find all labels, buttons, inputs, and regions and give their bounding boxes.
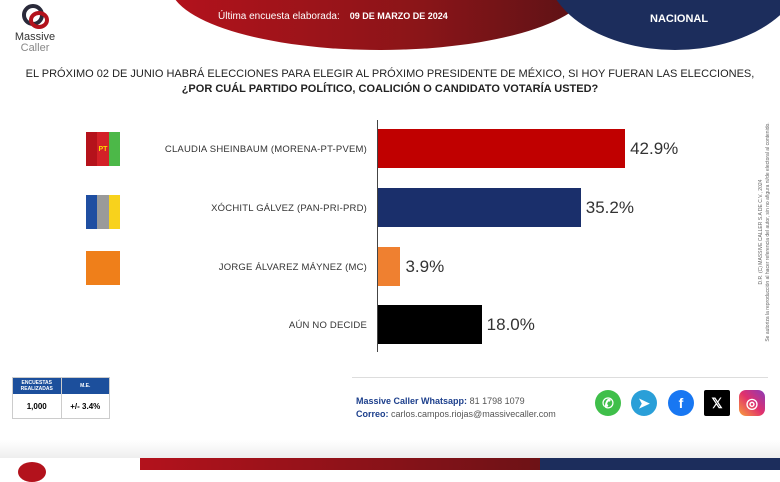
candidate-label: AÚN NO DECIDE: [288, 320, 367, 331]
facebook-icon[interactable]: f: [668, 390, 694, 416]
bar-value-label: 3.9%: [405, 257, 445, 276]
massive-caller-logo: Massive Caller: [10, 4, 60, 54]
last-survey: Última encuesta elaborada: 09 DE MARZO DE…: [218, 11, 448, 22]
stats-header-surveys: ENCUESTAS REALIZADAS: [13, 378, 62, 394]
last-survey-date: 09 DE MARZO DE 2024: [349, 11, 448, 21]
stats-header-me: M.E.: [80, 383, 91, 389]
bar-value-label: 42.9%: [630, 139, 679, 158]
bar: [378, 188, 581, 227]
telegram-icon[interactable]: ➤: [631, 390, 657, 416]
bar: [378, 305, 482, 344]
bar: [378, 129, 626, 168]
header-red-band: [170, 0, 590, 50]
brand-line2: Caller: [20, 42, 50, 54]
footer-shade: [0, 440, 780, 458]
footer-logo: [18, 462, 46, 482]
whatsapp-icon[interactable]: ✆: [595, 390, 621, 416]
survey-stats-table: ENCUESTAS REALIZADAS M.E. 1,000 +/- 3.4%: [12, 377, 110, 419]
whatsapp-number[interactable]: 81 1798 1079: [469, 396, 525, 406]
copyright-note: D.R. (C) MASSIVE CALLER S.A DE C.V., 202…: [745, 85, 775, 365]
candidate-label: CLAUDIA SHEINBAUM (MORENA-PT-PVEM): [164, 144, 367, 155]
whatsapp-label: Massive Caller Whatsapp:: [356, 396, 468, 406]
scope-label: NACIONAL: [650, 13, 709, 25]
stats-surveys-value: 1,000: [13, 394, 62, 418]
mc-logo: [86, 251, 120, 285]
pan-pri-prd-logo: [86, 195, 120, 229]
footer-red-band: [140, 458, 560, 470]
morena-pt-pvem-logo: PT: [86, 132, 120, 166]
contact-info: Massive Caller Whatsapp: 81 1798 1079 Co…: [356, 395, 556, 421]
divider: [352, 377, 768, 378]
question-line1: EL PRÓXIMO 02 DE JUNIO HABRÁ ELECCIONES …: [25, 68, 755, 80]
copyright-line1: D.R. (C) MASSIVE CALLER S.A DE C.V., 202…: [758, 179, 764, 285]
copyright-line2: Se autoriza la reproducción al hacer ref…: [765, 122, 771, 342]
x-icon[interactable]: 𝕏: [704, 390, 730, 416]
candidate-label: XÓCHITL GÁLVEZ (PAN-PRI-PRD): [211, 203, 367, 214]
header-navy-circle: [545, 0, 780, 50]
bar-value-label: 18.0%: [486, 315, 535, 334]
chart-axis: [377, 120, 378, 352]
email-label: Correo:: [356, 409, 389, 419]
logo-icon: [20, 4, 50, 32]
instagram-icon[interactable]: ◎: [739, 390, 765, 416]
email-address[interactable]: carlos.campos.riojas@massivecaller.com: [391, 409, 556, 419]
question-line2: ¿POR CUÁL PARTIDO POLÍTICO, COALICIÓN O …: [181, 83, 599, 95]
footer-navy-band: [540, 458, 780, 470]
candidate-label: JORGE ÁLVAREZ MÁYNEZ (MC): [218, 262, 367, 273]
bar-value-label: 35.2%: [585, 198, 634, 217]
bar: [378, 247, 401, 286]
brand-line1: Massive: [14, 31, 56, 43]
stats-me-value: +/- 3.4%: [70, 401, 101, 411]
last-survey-label: Última encuesta elaborada:: [218, 11, 340, 22]
